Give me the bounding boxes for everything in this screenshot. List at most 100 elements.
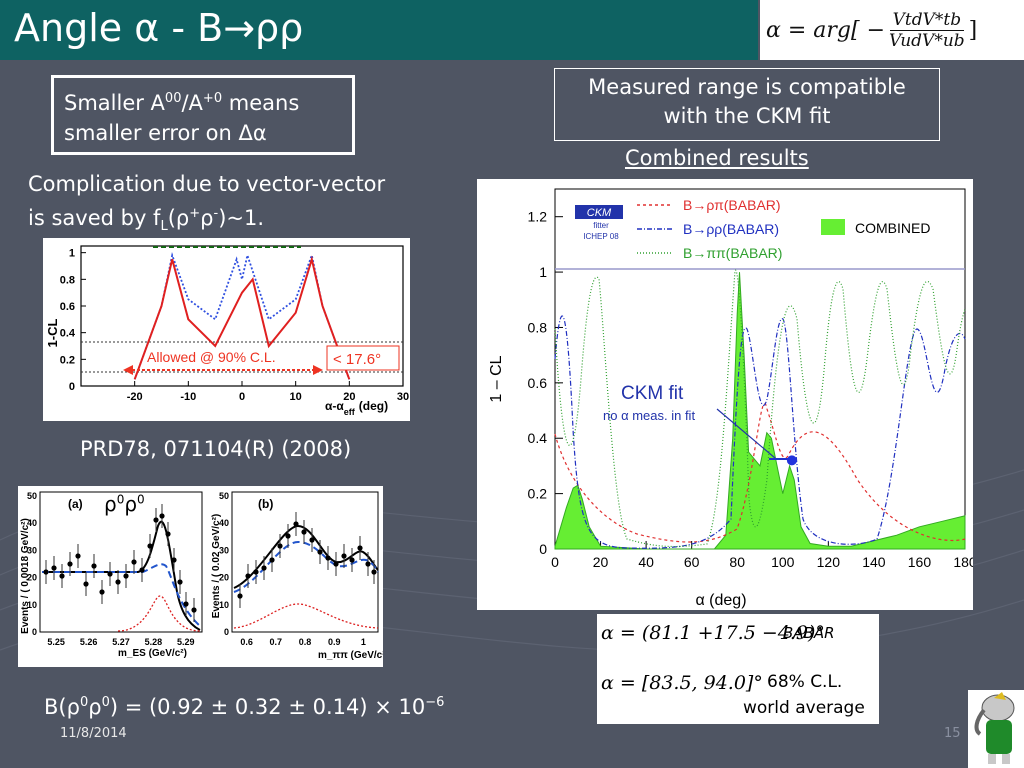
measured-range-line1: Measured range is compatible <box>588 75 906 99</box>
mass-x-tick-label: 0.8 <box>299 637 312 647</box>
alpha-results-box: α = (81.1 +17.5 −4.9)° BABAR α = [83.5, … <box>597 614 879 724</box>
babar-label: BABAR <box>783 624 835 642</box>
big-x-tick-label: 40 <box>638 554 654 570</box>
allowed-label: Allowed @ 90% C.L. <box>147 349 276 365</box>
big-y-tick-label: 1.2 <box>528 209 548 225</box>
small-x-tick-label: 30 <box>397 391 409 403</box>
data-point <box>191 607 197 613</box>
legend-swatch-combined <box>821 219 845 235</box>
data-point <box>277 543 283 549</box>
data-point <box>237 593 243 599</box>
rho-rho-series <box>554 315 966 549</box>
formula-denominator: VudV*ub <box>889 30 965 51</box>
legend-pi-pi: B→ππ(BABAR) <box>683 245 782 261</box>
data-point <box>245 573 251 579</box>
rho-pi-series <box>554 402 966 543</box>
small-series-red <box>133 255 351 380</box>
limit-label: < 17.6° <box>333 351 381 368</box>
mass-plots: Events / ( 0.0018 GeV/c²) (a) 0102030405… <box>20 491 389 661</box>
panel-a-total-fit <box>42 520 201 631</box>
big-y-tick-label: 0.6 <box>528 375 548 391</box>
small-x-tick-label: -10 <box>180 391 196 403</box>
comp-a: is saved by f <box>28 206 161 230</box>
ratio-text-a: Smaller A <box>64 91 165 115</box>
ckmfitter-logo <box>575 205 623 219</box>
data-point <box>75 553 81 559</box>
mass-y-tick-label: 20 <box>219 573 229 583</box>
combined-results-label: Combined results <box>625 146 809 170</box>
data-point <box>91 563 97 569</box>
big-x-tick-label: 120 <box>817 554 841 570</box>
small-y-tick-label: 0.4 <box>60 328 76 340</box>
world-average-label: world average <box>743 698 865 718</box>
mass-y-tick-label: 40 <box>219 518 229 528</box>
mass-y-tick-label: 10 <box>219 600 229 610</box>
panel-a-label: (a) <box>68 497 83 511</box>
babar-mascot-panel <box>968 690 1024 768</box>
ckm-fit-point <box>786 455 797 466</box>
data-point <box>293 521 299 527</box>
data-point <box>371 569 377 575</box>
mass-x-tick-label: 5.28 <box>145 637 163 647</box>
mass-x-tick-label: 0.7 <box>270 637 283 647</box>
data-point <box>131 559 137 565</box>
branching-fraction: B(ρ0ρ0) = (0.92 ± 0.32 ± 0.14) × 10−6 <box>44 688 444 722</box>
data-point <box>183 601 189 607</box>
combined-plot-panel: 1 – CL 0 0.2 0.4 0.6 0.8 1 1.2 0 20 40 60 80 100 120… <box>477 179 977 610</box>
rho-sup-1: 0 <box>116 492 125 507</box>
ckm-fit-label: CKM fit <box>621 383 684 404</box>
logo-text: CKM <box>587 207 612 219</box>
big-plot-y-ticks: 0 0.2 0.4 0.6 0.8 1 1.2 <box>528 209 563 557</box>
complication-text: Complication due to vector-vector is sav… <box>28 169 385 242</box>
data-point <box>159 513 165 519</box>
big-y-tick-label: 0.4 <box>528 430 548 446</box>
elephant-suit <box>986 720 1012 754</box>
elephant-leg-left <box>988 754 996 764</box>
panel-b-frame <box>231 491 379 633</box>
data-point <box>341 553 347 559</box>
rho-2: ρ <box>124 492 138 516</box>
big-y-tick-label: 0.8 <box>528 319 548 335</box>
ratio-text-b: /A <box>181 91 203 115</box>
mass-y-tick-label: 10 <box>27 600 37 610</box>
small-y-tick-label: 0.6 <box>60 301 75 313</box>
big-y-tick-label: 0 <box>539 541 547 557</box>
mass-x-tick-label: 0.9 <box>328 637 341 647</box>
panel-a-frame <box>39 491 203 633</box>
big-x-tick-label: 160 <box>908 554 932 570</box>
mass-x-tick-label: 0.6 <box>240 637 253 647</box>
mass-y-tick-label: 30 <box>27 545 37 555</box>
panel-a-y-ticks: 0 10 20 30 40 50 <box>27 491 37 637</box>
measured-range-box: Measured range is compatible with the CK… <box>554 68 940 141</box>
pi-pi-series <box>554 269 966 548</box>
limit-box <box>326 345 400 371</box>
formula-fraction: VtdV*tb VudV*ub <box>889 10 965 51</box>
big-x-tick-label: 180 <box>953 554 973 570</box>
data-point <box>115 579 121 585</box>
reference-citation: PRD78, 071104(R) (2008) <box>80 437 352 461</box>
mass-plots-panel: Events / ( 0.0018 GeV/c²) (a) 0 10 20 30 40 5… <box>18 486 389 667</box>
mass-y-tick-label: 0 <box>224 627 229 637</box>
allowed-arrow-right-head <box>313 365 323 375</box>
big-x-tick-label: 100 <box>771 554 795 570</box>
small-cl-plot-panel: 1-CL 0 0.2 0.4 0.6 0.8 1 -20 -10 0 10 20 30 Allowe… <box>43 238 410 421</box>
elephant-head <box>981 694 1015 722</box>
mass-y-tick-label: 40 <box>27 518 37 528</box>
world-average-row: α = [83.5, 94.0]° <box>601 672 763 694</box>
mass-y-tick-label: 50 <box>27 491 37 501</box>
panel-a-signal-fit <box>117 595 201 632</box>
br-c: ) = (0.92 ± 0.32 ± 0.14) × 10 <box>109 695 426 719</box>
small-xlabel-sub: eff <box>344 407 356 417</box>
big-plot-x-ticks: 0 20 40 60 80 100 120 140 160 180 <box>551 541 977 570</box>
small-y-tick-label: 0.2 <box>60 354 75 366</box>
panel-b-signal-fit <box>233 603 379 629</box>
data-point <box>325 555 331 561</box>
small-plot-x-ticks: -20 -10 0 10 20 30 <box>127 381 409 403</box>
data-point <box>333 561 339 567</box>
data-point <box>43 569 49 575</box>
comp-sup-minus: - <box>213 206 219 221</box>
slide-title: Angle α - B→ρρ <box>14 6 304 50</box>
data-point <box>253 569 259 575</box>
rho-1: ρ <box>104 492 117 516</box>
small-y-tick-label: 1 <box>69 248 75 260</box>
